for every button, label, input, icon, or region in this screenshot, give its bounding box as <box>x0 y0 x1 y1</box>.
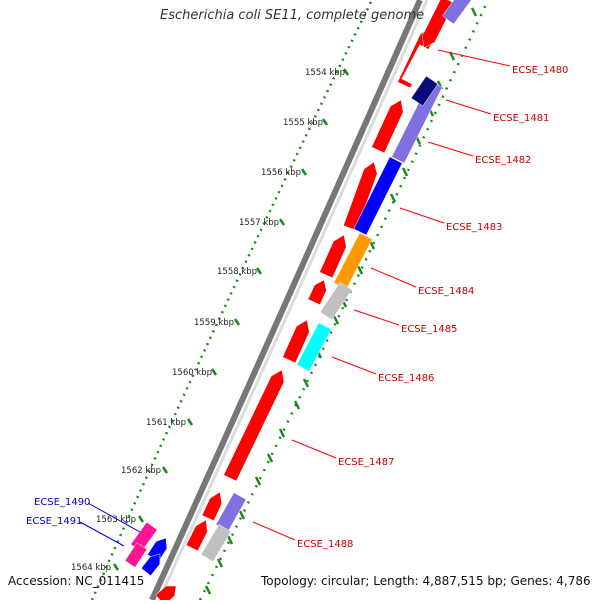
label-leader-line <box>427 141 474 157</box>
gene-arrow[interactable] <box>185 519 208 552</box>
gc-tick-mark <box>293 400 301 410</box>
gene-arrow[interactable] <box>343 161 378 231</box>
gene-label: ECSE_1488 <box>297 539 353 550</box>
cog-block[interactable] <box>410 75 439 107</box>
backbone <box>149 0 429 602</box>
scale-tick-label: 1560 kbp <box>172 368 212 378</box>
scale-tick-mark <box>342 68 350 76</box>
scale-tick-label: 1557 kbp <box>239 218 279 228</box>
scale-tick-label: 1564 kbp <box>71 563 111 573</box>
gene-arrow[interactable] <box>201 491 222 522</box>
gene-arrow[interactable] <box>147 537 168 562</box>
scale-dotted-line <box>90 0 374 601</box>
scale-tick-mark <box>210 368 218 376</box>
backbone-inner <box>157 0 429 601</box>
gene-arrow[interactable] <box>140 553 161 577</box>
scale-tick-label: 1563 kbp <box>96 515 136 525</box>
gc-tick-mark <box>470 7 478 17</box>
scale-tick-mark <box>321 118 329 126</box>
scale-tick-label: 1562 kbp <box>121 466 161 476</box>
gene-arrow[interactable] <box>282 319 310 364</box>
scale-tick-mark <box>278 218 286 226</box>
scale-tick-mark <box>255 267 263 275</box>
gc-tick-mark <box>356 265 364 275</box>
map-title: Escherichia coli SE11, complete genome <box>160 8 425 23</box>
gc-tick-mark <box>332 315 340 325</box>
gene-label: ECSE_1485 <box>401 324 457 335</box>
gc-tick-mark <box>216 558 224 568</box>
gc-tick-mark <box>448 51 456 61</box>
gc-tick-mark <box>254 476 262 486</box>
scale-tick-mark <box>300 168 308 176</box>
gc-tick-mark <box>278 428 286 438</box>
scale-tick-label: 1554 kbp <box>305 68 345 78</box>
gc-tick-mark <box>266 453 274 463</box>
backbone-outer <box>149 0 423 602</box>
gene-label: ECSE_1484 <box>418 286 474 297</box>
scale-tick-label: 1561 kbp <box>146 418 186 428</box>
gene-label: ECSE_1481 <box>493 113 549 124</box>
topology-summary: Topology: circular; Length: 4,887,515 bp… <box>261 574 591 588</box>
gene-label: ECSE_1480 <box>512 65 568 76</box>
scale-tick-mark <box>161 466 169 474</box>
scale-tick-mark <box>112 563 120 571</box>
cog-block[interactable] <box>296 322 332 372</box>
gc-tick-mark <box>204 585 212 595</box>
cog-block[interactable] <box>333 232 373 290</box>
cog-block[interactable] <box>200 524 232 562</box>
label-leader-line <box>437 49 511 67</box>
gc-tick-mark <box>238 510 246 520</box>
gc-tick-mark <box>302 378 310 388</box>
scale-tick-label: 1559 kbp <box>194 318 234 328</box>
gc-tick-mark <box>226 535 234 545</box>
gene-label: ECSE_1490 <box>34 497 90 508</box>
feature-track[interactable] <box>124 0 476 604</box>
scale-tick-label: 1558 kbp <box>217 267 257 277</box>
gene-arrow[interactable] <box>307 279 327 306</box>
gc-tick-mark <box>401 167 409 177</box>
scale-tick-label: 1556 kbp <box>261 168 301 178</box>
label-leader-line <box>370 267 417 288</box>
gene-labels: 1554 kbp 1555 kbp 1556 kbp 1557 kbp 1558 kbp… <box>26 49 568 573</box>
gene-label: ECSE_1487 <box>338 457 394 468</box>
scale-tick-label: 1555 kbp <box>283 118 323 128</box>
gene-arrow[interactable] <box>371 99 404 154</box>
cog-block[interactable] <box>124 542 148 568</box>
gene-label: ECSE_1483 <box>446 222 502 233</box>
accession-text: Accession: NC_011415 <box>8 574 145 588</box>
scale-tick-mark <box>137 515 145 523</box>
cog-block[interactable] <box>353 156 403 236</box>
gene-arrow[interactable] <box>223 369 285 482</box>
label-leader-line <box>445 99 492 115</box>
scale-tick-mark <box>233 318 241 326</box>
scale-tick-mark <box>186 418 194 426</box>
label-leader-line <box>252 521 296 541</box>
gene-label: ECSE_1491 <box>26 516 82 527</box>
cog-block[interactable] <box>319 281 353 321</box>
gene-label: ECSE_1486 <box>378 373 434 384</box>
cog-block[interactable] <box>442 0 475 25</box>
cog-block[interactable] <box>401 44 433 86</box>
label-leader-line <box>291 439 337 459</box>
gc-tick-mark <box>389 193 397 203</box>
gene-arrow[interactable] <box>319 234 347 279</box>
gene-label: ECSE_1482 <box>475 155 531 166</box>
label-leader-line <box>399 207 445 224</box>
label-leader-line <box>353 309 400 326</box>
label-leader-line <box>87 502 141 533</box>
label-leader-line <box>331 356 377 375</box>
label-leader-line <box>79 521 125 547</box>
